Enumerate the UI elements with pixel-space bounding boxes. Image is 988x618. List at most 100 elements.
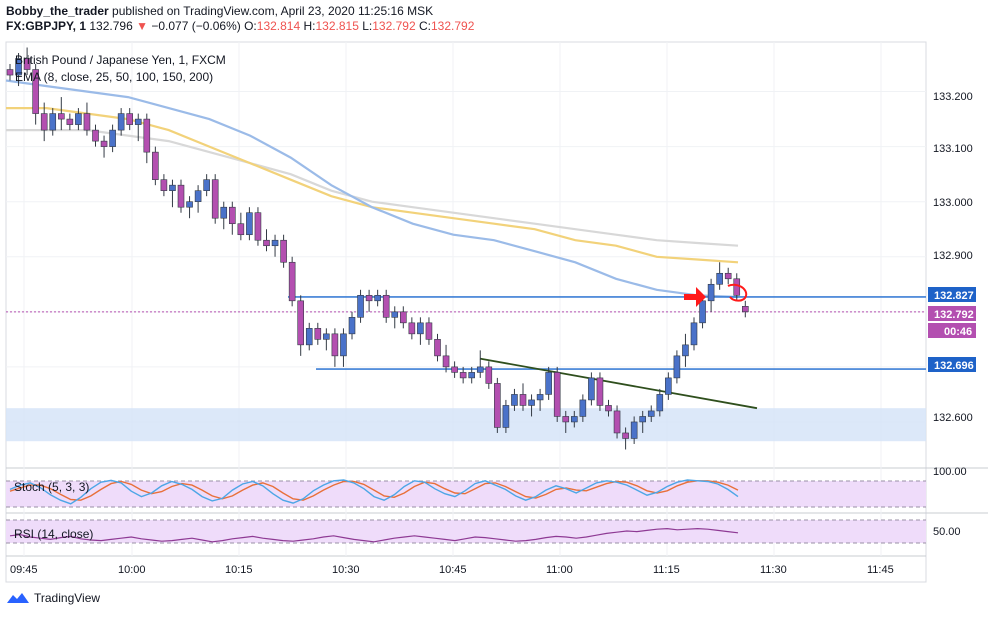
candle-body [237,223,245,236]
candle-body [459,372,467,379]
ema-lines [5,79,739,299]
candle-body [553,372,561,417]
stoch-label: Stoch (5, 3, 3) [14,480,89,494]
candle-body [40,113,48,131]
candle-body [665,377,672,395]
candle-body [476,366,484,373]
tradingview-logo-icon [7,593,29,603]
ema-fast-line [5,79,739,299]
candle-body [57,113,65,120]
open-label: O: [244,19,257,33]
time-tick: 11:45 [867,564,894,576]
level-price-text: 132.827 [934,290,974,302]
candle-body [6,69,14,76]
candle-body [570,416,578,423]
candle-body [699,300,706,324]
price-tick: 133.100 [933,143,973,155]
rsi-label: RSI (14, close) [14,527,93,541]
tradingview-logo[interactable]: TradingView [6,591,100,605]
chart-header: Bobby_the_trader published on TradingVie… [6,4,906,34]
candle-body [203,179,210,191]
candle-body [596,377,604,406]
countdown-tag [928,323,976,338]
candle-body [690,322,698,346]
candle-body [32,69,39,114]
candle-body [485,366,493,384]
candle-body [511,394,518,406]
time-tick: 11:15 [653,564,680,576]
time-tick: 10:15 [225,564,253,576]
publisher-name[interactable]: Bobby_the_trader [6,4,109,18]
rsi-axis-tick: 50.00 [933,526,961,538]
level-price-tag [928,357,976,372]
high-value: 132.815 [315,19,359,33]
level-price-tag [928,287,976,302]
price-tick: 133.000 [933,197,973,209]
rsi-line [9,527,739,543]
change-value: −0.077 (−0.06%) [151,19,241,33]
high-label: H: [303,19,316,33]
last-price: 132.796 [89,19,133,33]
candle-body [23,58,31,70]
open-value: 132.814 [256,19,301,33]
candle-body [66,118,74,125]
candle-body [92,129,99,142]
change-arrow-icon: ▼ [136,19,148,33]
candle-body [613,410,621,434]
close-value: 132.792 [430,19,475,33]
trendline[interactable] [479,357,758,410]
candle-body [408,322,416,335]
stoch-axis-tick: 100.00 [933,466,967,478]
time-tick: 10:00 [118,564,146,576]
candle-body [75,113,82,125]
candle-body [357,294,364,318]
rsi-band-background [6,520,926,543]
price-tick: 132.900 [933,250,973,262]
candle-body [545,372,552,395]
quote-line: FX:GBPJPY, 1 132.796 ▼ −0.077 (−0.06%) O… [6,19,906,34]
candle-body [109,129,116,147]
candle-body [194,190,202,202]
candle-body [229,206,236,225]
candle-body [117,113,125,131]
ema-legend: EMA (8, close, 25, 50, 100, 150, 200) [15,70,213,84]
stoch-k-line [9,479,739,505]
time-tick: 11:30 [760,564,787,576]
candle-body [348,317,356,335]
candle-body [314,328,322,340]
candle-body [417,322,424,335]
time-tick: 09:45 [10,564,38,576]
candle-body [49,113,57,131]
candle-body [220,206,228,219]
candle-body [177,184,185,208]
close-label: C: [418,19,431,33]
ema-slow-line [6,129,739,247]
candle-body [271,239,279,247]
candle-body [502,405,510,428]
candle-body [605,405,612,412]
price-tick: 133.200 [933,91,973,103]
time-tick: 11:00 [546,564,573,576]
candle-body [579,399,587,417]
candle-body [425,322,433,340]
candle-body [280,239,287,263]
candle-body [434,339,441,357]
countdown-text: 00:46 [944,326,972,338]
candle-body [588,377,595,401]
candle-body [382,294,390,318]
candle-body [323,333,330,340]
candle-body [673,355,681,379]
price-labels: 132.827 132.792 00:46 132.696 [928,287,976,372]
candle-body [716,272,723,285]
last-price-text: 132.792 [934,309,974,321]
publish-line: Bobby_the_trader published on TradingVie… [6,4,906,19]
candle-body [246,212,253,236]
low-label: L: [362,19,373,33]
annotation-arrow-icon[interactable] [684,283,748,307]
candle-body [83,113,91,131]
low-value: 132.792 [372,19,416,33]
candle-body [724,272,732,280]
last-price-tag [928,306,976,321]
candle-body [391,311,399,318]
